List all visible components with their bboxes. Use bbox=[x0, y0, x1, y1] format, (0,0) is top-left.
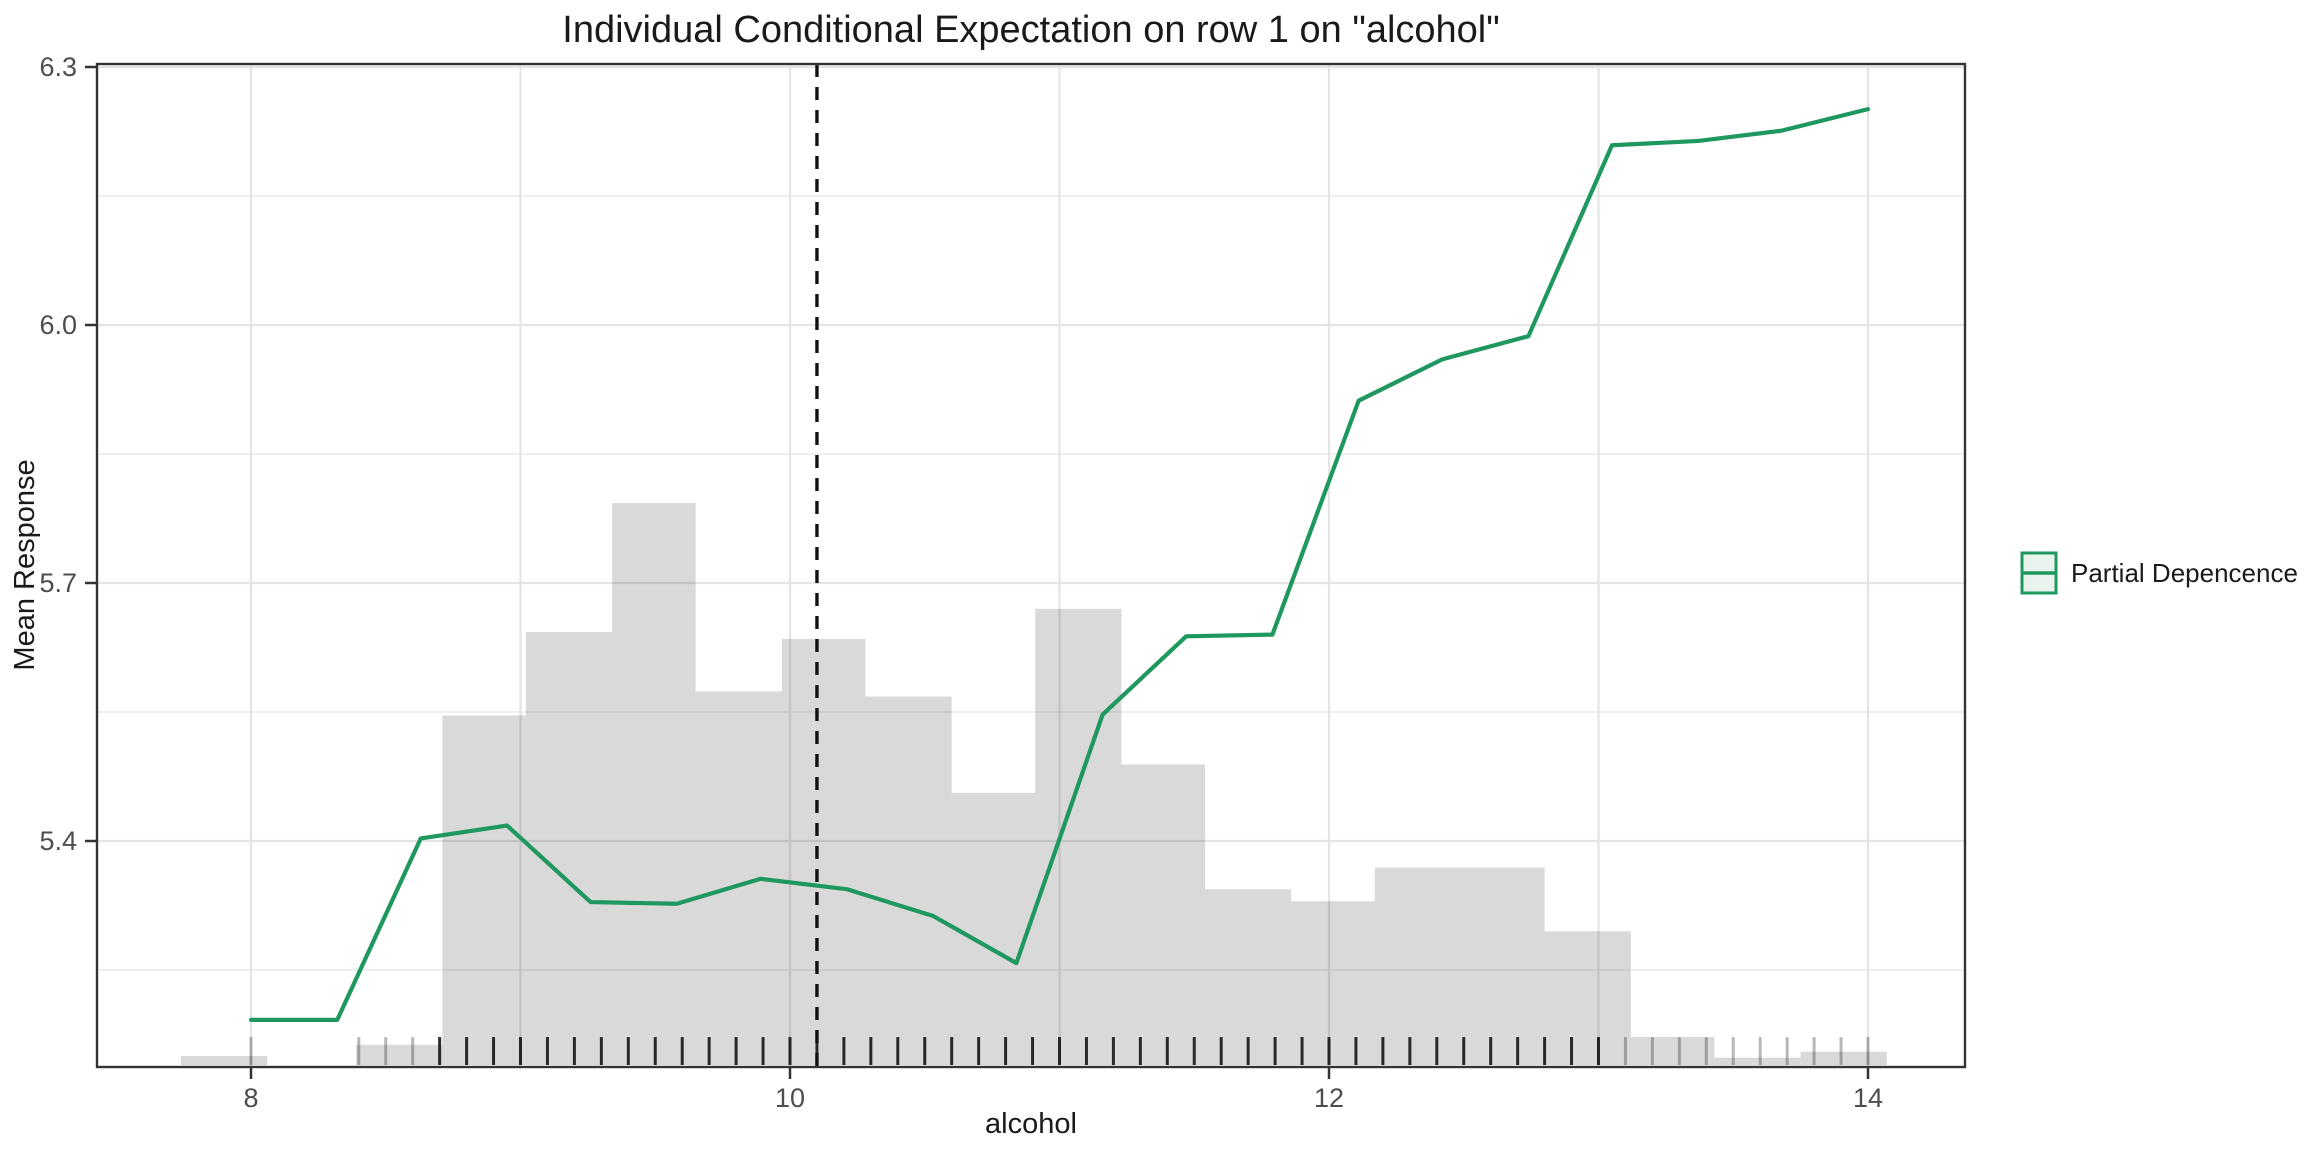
histogram-bars bbox=[180, 503, 1887, 1065]
y-tick-label: 5.4 bbox=[39, 826, 77, 856]
x-tick-label: 14 bbox=[1853, 1083, 1883, 1113]
histogram-bar bbox=[612, 503, 696, 1065]
pdp-line bbox=[248, 107, 1871, 1022]
histogram-bar bbox=[525, 632, 613, 1065]
minor-gridlines bbox=[97, 195, 1965, 971]
axis-tick-labels: 8 10 12 14 6.3 6.0 5.7 5.4 bbox=[39, 52, 1883, 1113]
legend: Partial Depencence bbox=[2020, 551, 2298, 595]
y-tick-label: 6.0 bbox=[39, 310, 77, 340]
x-axis-title: alcohol bbox=[985, 1108, 1077, 1140]
histogram-bar bbox=[865, 696, 952, 1065]
y-axis-title: Mean Response bbox=[9, 459, 41, 670]
histogram-bar bbox=[180, 1056, 268, 1065]
panel-border bbox=[95, 62, 1967, 1069]
histogram-bar bbox=[356, 1044, 443, 1065]
major-gridlines bbox=[97, 64, 1965, 1067]
x-tick-label: 8 bbox=[243, 1083, 258, 1113]
histogram-bar bbox=[1035, 608, 1122, 1065]
histogram-bar bbox=[1544, 931, 1631, 1065]
panel-border-rect bbox=[95, 62, 1967, 1069]
chart-title: Individual Conditional Expectation on ro… bbox=[562, 9, 1499, 51]
histogram-bar bbox=[1630, 1037, 1715, 1065]
legend-label: Partial Depencence bbox=[2071, 558, 2298, 588]
y-tick-label: 5.7 bbox=[39, 568, 77, 598]
histogram-bar bbox=[951, 792, 1036, 1065]
histogram-bar bbox=[442, 715, 526, 1065]
histogram-bar bbox=[1714, 1057, 1801, 1065]
histogram-bar bbox=[1205, 889, 1292, 1065]
y-tick-label: 6.3 bbox=[39, 52, 77, 82]
x-tick-label: 12 bbox=[1314, 1083, 1344, 1113]
histogram-bar bbox=[1121, 764, 1206, 1065]
rug-marks bbox=[249, 1037, 1870, 1065]
axis-tick-marks bbox=[85, 65, 1870, 1079]
histogram-bar bbox=[1800, 1051, 1887, 1065]
histogram-bar bbox=[1374, 867, 1545, 1065]
partial-dependence-line bbox=[248, 107, 1871, 1022]
x-tick-label: 10 bbox=[775, 1083, 805, 1113]
histogram-bar bbox=[781, 638, 866, 1065]
histogram-bar bbox=[1291, 901, 1375, 1065]
